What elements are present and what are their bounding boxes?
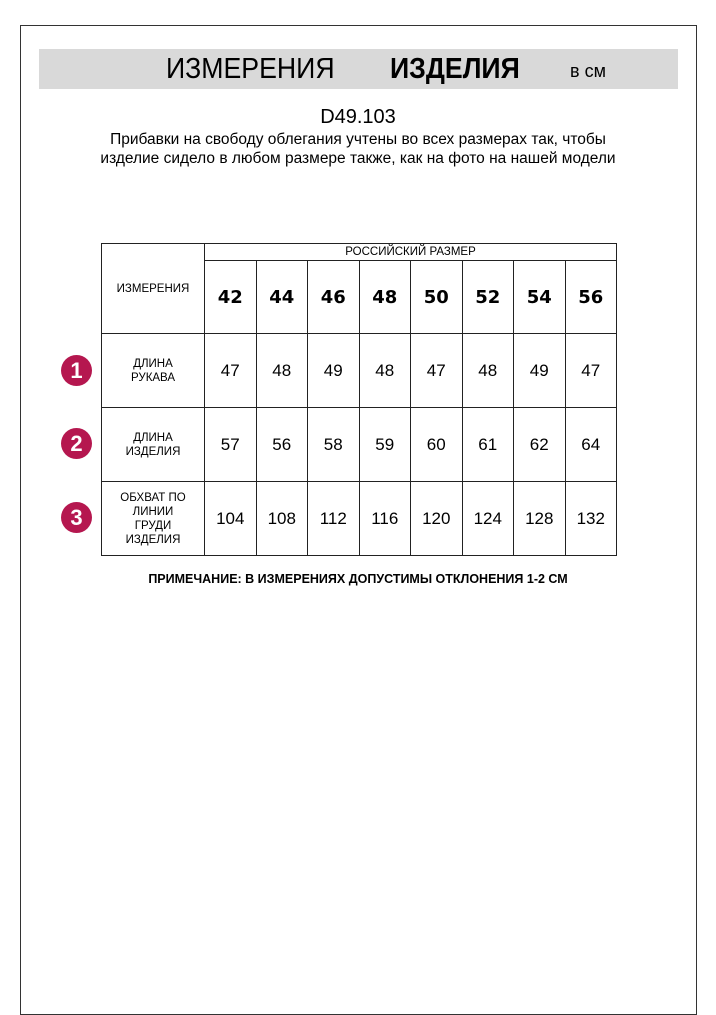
- size-table: ИЗМЕРЕНИЯ РОССИЙСКИЙ РАЗМЕР 42 44 46 48 50 52…: [101, 243, 617, 556]
- row-label: ДЛИНА РУКАВА: [101, 333, 205, 408]
- footnote: ПРИМЕЧАНИЕ: В ИЗМЕРЕНИЯХ ДОПУСТИМЫ ОТКЛО…: [148, 572, 568, 586]
- title-bold: ИЗДЕЛИЯ: [390, 53, 520, 85]
- row-label: ОБХВАТ ПО ЛИНИИ ГРУДИ ИЗДЕЛИЯ: [101, 481, 205, 556]
- measurement-cell: 59: [358, 407, 411, 482]
- size-header: 42: [204, 260, 257, 334]
- measurement-cell: 49: [513, 333, 566, 408]
- size-header: 50: [410, 260, 463, 334]
- row-label: ДЛИНА ИЗДЕЛИЯ: [101, 407, 205, 482]
- measurement-cell: 57: [204, 407, 257, 482]
- table-row: ОБХВАТ ПО ЛИНИИ ГРУДИ ИЗДЕЛИЯ 104 108 112 11…: [101, 481, 617, 556]
- title-regular: ИЗМЕРЕНИЯ: [166, 53, 335, 85]
- measurement-cell: 58: [307, 407, 360, 482]
- group-header: РОССИЙСКИЙ РАЗМЕР: [204, 243, 617, 261]
- measurement-cell: 48: [461, 333, 514, 408]
- measurement-cell: 104: [204, 481, 257, 556]
- measurement-cell: 61: [461, 407, 514, 482]
- measurement-cell: 47: [204, 333, 257, 408]
- measurement-cell: 48: [358, 333, 411, 408]
- title-banner: [39, 49, 678, 89]
- size-header: 56: [564, 260, 617, 334]
- measurement-cell: 124: [461, 481, 514, 556]
- table-row: ДЛИНА ИЗДЕЛИЯ 57 56 58 59 60 61 62 64: [101, 407, 617, 482]
- product-code: D49.103: [320, 106, 396, 128]
- size-header: 52: [461, 260, 514, 334]
- size-header: 46: [307, 260, 360, 334]
- table-row: ДЛИНА РУКАВА 47 48 49 48 47 48 49 47: [101, 333, 617, 408]
- measurement-cell: 108: [255, 481, 308, 556]
- measurement-cell: 47: [410, 333, 463, 408]
- size-header: 44: [255, 260, 308, 334]
- size-header: 48: [358, 260, 411, 334]
- measurement-cell: 47: [564, 333, 617, 408]
- measurement-cell: 60: [410, 407, 463, 482]
- description: Прибавки на свободу облегания учтены во …: [100, 131, 616, 167]
- measurement-cell: 56: [255, 407, 308, 482]
- measurement-cell: 132: [564, 481, 617, 556]
- row-number-badge: 1: [61, 355, 92, 386]
- row-number-badge: 2: [61, 428, 92, 459]
- measurement-cell: 112: [307, 481, 360, 556]
- row-number-badge: 3: [61, 502, 92, 533]
- measurement-cell: 120: [410, 481, 463, 556]
- measurement-cell: 64: [564, 407, 617, 482]
- measurement-cell: 48: [255, 333, 308, 408]
- measurement-cell: 128: [513, 481, 566, 556]
- measurement-cell: 116: [358, 481, 411, 556]
- corner-label: ИЗМЕРЕНИЯ: [101, 243, 205, 334]
- measurement-cell: 62: [513, 407, 566, 482]
- title-unit: в см: [570, 61, 606, 81]
- size-header: 54: [513, 260, 566, 334]
- measurement-cell: 49: [307, 333, 360, 408]
